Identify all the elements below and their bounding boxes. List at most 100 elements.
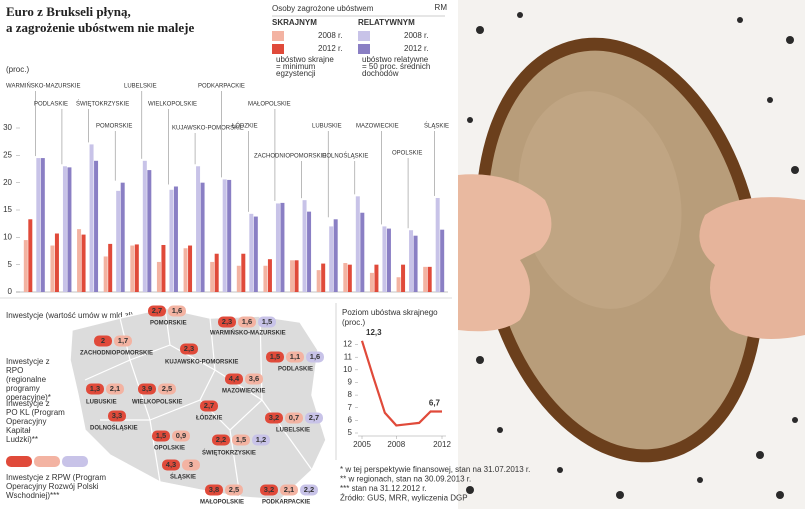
bar <box>440 229 445 292</box>
legend-pill <box>34 456 60 467</box>
y-tick-label: 5 <box>8 260 13 269</box>
value-label: 3,3 <box>112 411 122 420</box>
footnote: ** w regionach, stan na 30.09.2013 r. <box>340 475 471 484</box>
legend-note: egzystencji <box>276 69 316 78</box>
value-label: 2,3 <box>222 317 232 326</box>
bar <box>200 182 205 292</box>
value-label: 1,1 <box>290 352 300 361</box>
legend-group: RELATYWNYM <box>358 18 415 27</box>
legend-note: dochodów <box>362 69 399 78</box>
region-label: ZACHODNIOPOMORSKIE <box>254 154 326 160</box>
bar <box>77 229 82 292</box>
line-chart: Poziom ubóstwa skrajnego (proc.) 5 6 7 8 9 10 11… <box>342 308 451 449</box>
region-name: WIELKOPOLSKIE <box>132 400 182 406</box>
bar <box>54 233 59 292</box>
bar <box>241 253 246 292</box>
bar <box>253 216 258 292</box>
value-label: 1,6 <box>242 317 252 326</box>
value-label: 1,7 <box>118 336 128 345</box>
bread-photo <box>458 0 805 509</box>
value-pill <box>108 410 126 422</box>
bar-chart: 0 5 10 15 20 25 30 WARMIŃSKO-MAZURSKIE PODLASKIE… <box>3 83 449 297</box>
bar <box>62 166 67 292</box>
legend-note: = minimum <box>276 62 316 71</box>
bar <box>347 264 352 292</box>
legend-note: ubóstwo skrajne <box>276 55 334 64</box>
line-title: Poziom ubóstwa skrajnego (proc.) <box>342 308 438 327</box>
bar <box>413 235 418 292</box>
legend-pill <box>6 456 32 467</box>
bar <box>103 256 108 292</box>
bar <box>343 263 348 292</box>
region-label: KUJAWSKO-POMORSKIE <box>172 126 244 132</box>
bar <box>307 211 312 292</box>
value-label: 2 <box>101 336 105 345</box>
bar <box>214 253 219 292</box>
region-name: ŁÓDZKIE <box>196 414 222 422</box>
legend-pill <box>62 456 88 467</box>
region-label: MAZOWIECKIE <box>356 124 399 130</box>
bar <box>294 260 299 292</box>
region-name: POMORSKIE <box>150 321 187 327</box>
value-label: 4,3 <box>166 460 176 469</box>
region-name: KUJAWSKO-POMORSKIE <box>165 360 238 366</box>
value-label: 2,1 <box>110 384 120 393</box>
value-pill <box>212 434 230 446</box>
region-name: OPOLSKIE <box>154 446 185 452</box>
value-label: 3,2 <box>269 413 279 422</box>
value-pill <box>182 459 200 471</box>
y-tick-label: 15 <box>3 205 12 214</box>
y-tick-label: 7 <box>348 403 353 412</box>
bar <box>409 230 414 292</box>
region-label: ŚLĄSKIE <box>424 122 449 130</box>
bar <box>134 244 139 292</box>
bar <box>423 266 428 292</box>
bar <box>427 266 432 292</box>
region-name: MAŁOPOLSKIE <box>200 500 244 506</box>
bar <box>316 270 321 292</box>
bar <box>386 228 391 292</box>
bar <box>222 179 227 292</box>
value-label: 1,3 <box>90 384 100 393</box>
bar <box>196 166 201 292</box>
value-label: 0,9 <box>176 431 186 440</box>
bar <box>130 245 135 292</box>
bar <box>142 160 147 292</box>
region-label: PODLASKIE <box>34 102 68 108</box>
bar <box>360 212 365 292</box>
bar <box>156 261 161 292</box>
region-label: WIELKOPOLSKIE <box>148 102 197 108</box>
value-pill <box>280 484 298 496</box>
region-label: PODKARPACKIE <box>198 84 245 90</box>
bar <box>36 158 41 292</box>
legend-swatch <box>358 44 370 54</box>
y-tick-label: 10 <box>3 232 12 241</box>
y-tick-label: 8 <box>348 390 353 399</box>
bar <box>333 219 338 292</box>
y-tick-label: 6 <box>348 415 353 424</box>
y-tick-label: 10 <box>343 365 352 374</box>
value-label: 2,2 <box>216 435 226 444</box>
value-label: 1,5 <box>236 435 246 444</box>
region-label: ŁÓDZKIE <box>232 123 258 130</box>
map-legend-label: Inwestycje z PO KL (Program Operacyjny Kapi… <box>6 399 65 444</box>
footnote: Źródło: GUS, MRR, wyliczenia DGP <box>340 494 468 503</box>
bar <box>120 182 125 292</box>
region-name: PODLASKIE <box>278 367 313 373</box>
value-label: 4,4 <box>229 374 240 383</box>
unit-label: (proc.) <box>6 65 29 74</box>
region-label: LUBELSKIE <box>124 84 157 90</box>
value-pill <box>258 316 276 328</box>
title-line: a zagrożenie ubóstwem nie maleje <box>6 20 194 35</box>
y-tick-label: 12 <box>343 340 352 349</box>
bar <box>173 186 178 292</box>
value-pill <box>252 434 270 446</box>
region-name: LUBELSKIE <box>276 428 310 434</box>
bar <box>329 226 334 292</box>
bar <box>435 197 440 292</box>
region-label: WARMIŃSKO-MAZURSKIE <box>6 83 80 90</box>
value-pill <box>86 383 104 395</box>
legend-label: 2008 r. <box>318 31 342 40</box>
